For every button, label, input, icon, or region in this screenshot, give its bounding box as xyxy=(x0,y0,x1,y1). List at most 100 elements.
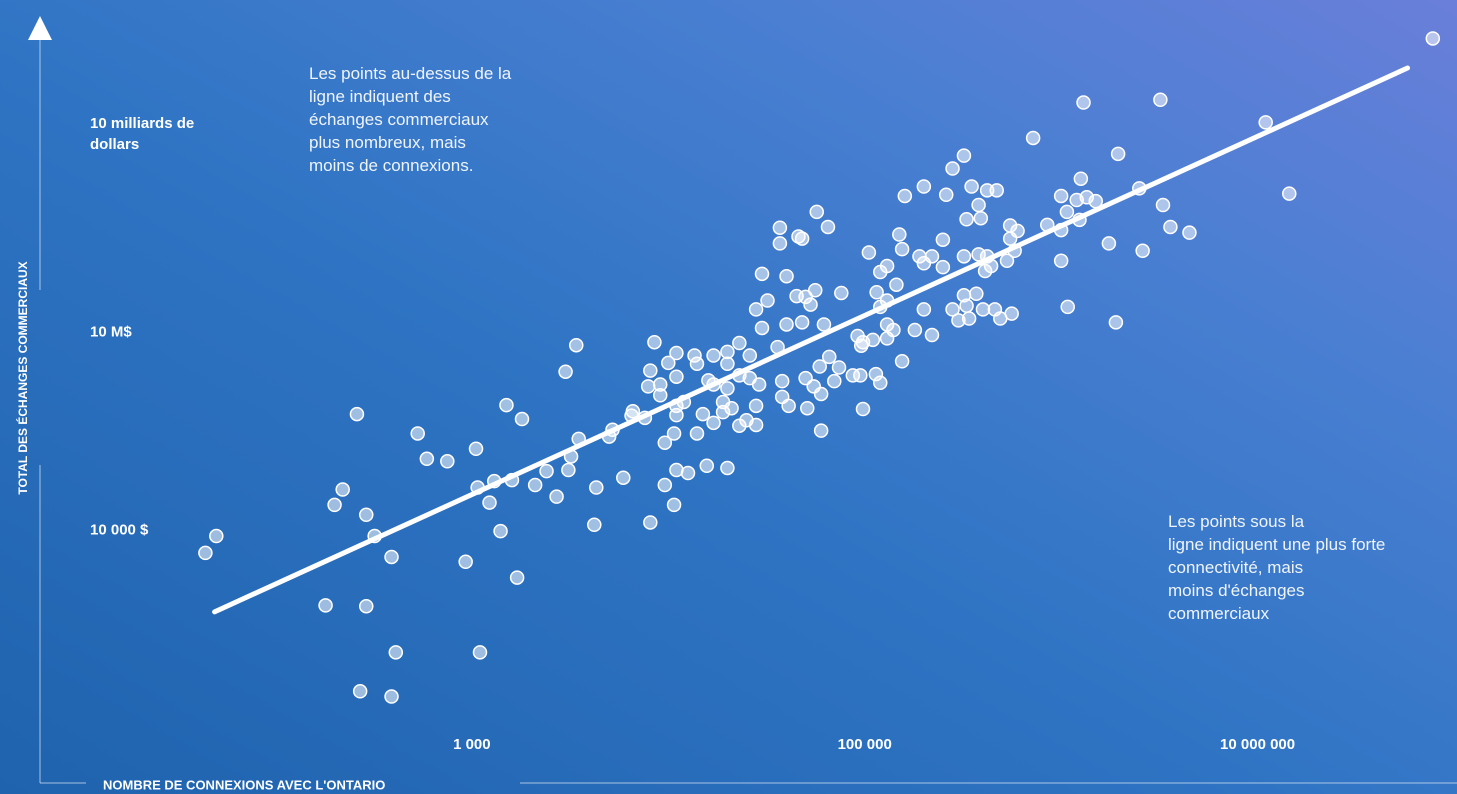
point xyxy=(318,598,333,613)
point xyxy=(916,179,932,194)
point xyxy=(873,299,888,315)
point xyxy=(935,259,951,275)
point xyxy=(680,465,696,481)
point xyxy=(209,528,224,544)
y-axis-arrow xyxy=(28,16,52,40)
point xyxy=(820,219,836,235)
point xyxy=(861,245,877,260)
point xyxy=(720,344,735,360)
point xyxy=(640,379,656,394)
y-tick-label: 10 M$ xyxy=(90,323,132,341)
point xyxy=(789,288,804,304)
point xyxy=(989,183,1004,198)
point xyxy=(468,441,484,457)
point xyxy=(809,204,825,220)
point xyxy=(1182,225,1197,240)
point xyxy=(571,431,586,447)
point xyxy=(699,458,715,474)
point xyxy=(1258,115,1273,130)
point xyxy=(969,286,984,301)
point xyxy=(349,406,365,422)
point xyxy=(689,356,705,372)
point xyxy=(1060,299,1075,315)
point xyxy=(889,277,904,292)
point xyxy=(774,373,790,389)
annotation: Les points au-dessus de la ligne indiquen… xyxy=(309,62,511,177)
point xyxy=(482,495,497,510)
point xyxy=(1076,95,1091,110)
point xyxy=(643,363,658,378)
point xyxy=(1007,243,1022,259)
point xyxy=(894,241,910,257)
point xyxy=(1059,204,1075,220)
point xyxy=(514,411,530,427)
point xyxy=(1025,130,1041,146)
point xyxy=(1110,146,1126,162)
point xyxy=(1002,231,1018,246)
point xyxy=(509,570,525,585)
trend-line xyxy=(212,65,1411,615)
point xyxy=(879,317,895,332)
point xyxy=(689,426,705,441)
point xyxy=(808,282,823,298)
point xyxy=(959,212,974,227)
point xyxy=(657,435,673,450)
point xyxy=(1040,217,1055,233)
annotation-line: moins d'échanges xyxy=(1168,581,1305,600)
point xyxy=(956,249,972,264)
point xyxy=(335,482,350,497)
annotation-line: Les points au-dessus de la xyxy=(309,64,512,83)
point xyxy=(504,472,520,488)
annotation: Les points sous la ligne indiquent une pl… xyxy=(1168,510,1385,625)
point xyxy=(458,554,473,570)
point xyxy=(853,368,868,383)
point xyxy=(706,415,721,431)
point xyxy=(527,477,543,493)
point xyxy=(539,463,554,479)
x-axis-label: NOMBRE DE CONNEXIONS AVEC L'ONTARIO xyxy=(103,777,385,792)
point xyxy=(616,470,631,485)
point xyxy=(499,397,514,413)
point xyxy=(440,454,455,469)
point xyxy=(794,315,810,330)
point xyxy=(1053,188,1069,204)
point xyxy=(657,477,673,493)
point xyxy=(813,423,829,438)
point xyxy=(1053,222,1069,238)
point xyxy=(1108,315,1124,330)
point xyxy=(359,507,374,523)
point xyxy=(720,356,735,372)
point xyxy=(1153,92,1168,108)
point xyxy=(916,302,932,317)
y-tick-label: 10 000 $ xyxy=(90,521,149,539)
point xyxy=(472,645,488,660)
point xyxy=(549,489,564,504)
point xyxy=(999,253,1015,269)
annotation-line: ligne indiquent des xyxy=(309,87,451,106)
point xyxy=(894,354,910,369)
point xyxy=(779,317,794,332)
point xyxy=(979,249,995,264)
point xyxy=(732,335,747,351)
annotation-line: Les points sous la xyxy=(1168,512,1305,531)
point xyxy=(916,256,932,271)
point xyxy=(669,345,684,361)
point xyxy=(732,418,747,433)
point xyxy=(971,197,986,213)
point xyxy=(897,188,913,204)
annotation-line: connectivité, mais xyxy=(1168,558,1304,577)
point xyxy=(637,410,653,426)
point xyxy=(352,684,368,699)
point xyxy=(1088,193,1103,209)
point xyxy=(813,386,829,402)
point xyxy=(779,268,794,284)
point xyxy=(652,377,668,392)
point xyxy=(493,523,508,539)
point xyxy=(666,497,682,513)
point xyxy=(879,331,895,346)
point xyxy=(822,349,837,365)
point xyxy=(812,359,827,374)
point xyxy=(624,408,639,423)
point xyxy=(800,400,815,416)
point xyxy=(419,451,435,467)
